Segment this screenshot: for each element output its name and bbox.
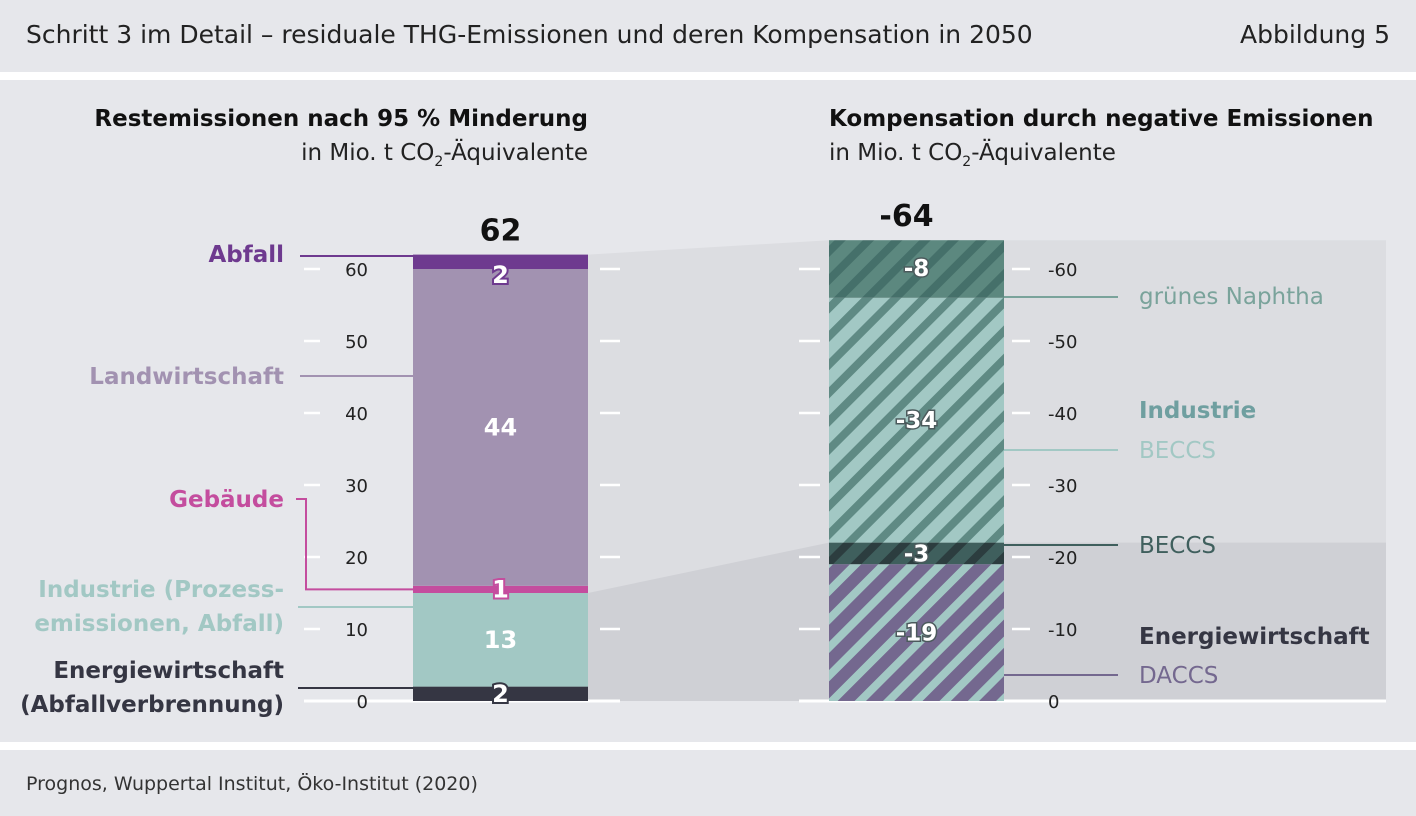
left-tick-label: 30 bbox=[345, 476, 368, 497]
right-chart-subtitle: in Mio. t CO2-Äquivalente bbox=[829, 138, 1116, 170]
category-label-landwirtschaft: Landwirtschaft bbox=[89, 364, 284, 390]
value-label-energie: 2 bbox=[492, 680, 509, 708]
category-label-energie: (Abfallverbrennung) bbox=[20, 692, 284, 718]
right-tick-label: -10 bbox=[1048, 620, 1077, 641]
left-tick-label: 40 bbox=[345, 404, 368, 425]
category-label-gebaeude: Gebäude bbox=[169, 487, 284, 513]
leader-line-gebaeude bbox=[296, 498, 413, 591]
category-label-energie: Energiewirtschaft bbox=[53, 658, 284, 684]
value-label-beccs_industrie_light: -34 bbox=[896, 408, 938, 434]
right-tick-label: -40 bbox=[1048, 404, 1077, 425]
figure-title: Schritt 3 im Detail – residuale THG-Emis… bbox=[26, 20, 1033, 49]
value-label-naphtha_dark: -8 bbox=[904, 256, 930, 282]
bar-segment-daccs bbox=[829, 564, 1004, 701]
left-chart-title: Restemissionen nach 95 % Minderung bbox=[94, 106, 588, 132]
right-tick-label: -20 bbox=[1048, 548, 1077, 569]
left-total-label: 62 bbox=[480, 214, 522, 249]
right-tick-label: -30 bbox=[1048, 476, 1077, 497]
bar-segment-naphtha_dark bbox=[829, 240, 1004, 298]
bar-segment-beccs_industrie_light bbox=[829, 297, 1004, 543]
source-note: Prognos, Wuppertal Institut, Öko-Institu… bbox=[26, 773, 478, 795]
right-total-label: -64 bbox=[879, 199, 933, 234]
right-tick-label: -50 bbox=[1048, 332, 1077, 353]
figure-number: Abbildung 5 bbox=[1239, 20, 1390, 49]
category-label-industrie_prozess: emissionen, Abfall) bbox=[34, 611, 284, 637]
value-label-abfall: 2 bbox=[492, 261, 509, 289]
category-label-abfall: Abfall bbox=[208, 242, 284, 268]
group-label-industrie: Industrie bbox=[1139, 398, 1256, 424]
bar-segment-industrie_prozess bbox=[413, 593, 588, 687]
connector-wedge-bottom bbox=[588, 542, 829, 701]
value-label-gebaeude: 1 bbox=[492, 575, 509, 603]
right-tick-label: -60 bbox=[1048, 260, 1077, 281]
series-label-naphtha_dark: grünes Naphtha bbox=[1139, 284, 1324, 310]
left-tick-label: 60 bbox=[345, 260, 368, 281]
left-chart-subtitle: in Mio. t CO2-Äquivalente bbox=[301, 138, 588, 170]
category-label-industrie_prozess: Industrie (Prozess- bbox=[38, 577, 284, 603]
series-label-beccs_industrie_light: BECCS bbox=[1139, 438, 1216, 464]
bar-segment-energie bbox=[413, 686, 588, 701]
series-label-beccs_energie_dark: BECCS bbox=[1139, 533, 1216, 559]
bar-segment-beccs_energie_dark bbox=[829, 542, 1004, 565]
right-tick-label: 0 bbox=[1048, 692, 1059, 713]
value-label-industrie_prozess: 13 bbox=[484, 626, 517, 654]
group-label-energie: Energiewirtschaft bbox=[1139, 624, 1370, 650]
value-label-beccs_energie_dark: -3 bbox=[904, 541, 930, 567]
left-tick-label: 20 bbox=[345, 548, 368, 569]
left-tick-label: 0 bbox=[357, 692, 368, 713]
value-label-daccs: -19 bbox=[896, 621, 938, 647]
left-tick-label: 10 bbox=[345, 620, 368, 641]
right-chart-title: Kompensation durch negative Emissionen bbox=[829, 106, 1374, 132]
footer-band bbox=[0, 750, 1416, 816]
header-band bbox=[0, 0, 1416, 72]
bar-segment-gebaeude bbox=[413, 585, 588, 593]
left-tick-label: 50 bbox=[345, 332, 368, 353]
bar-segment-abfall bbox=[413, 254, 588, 269]
value-label-landwirtschaft: 44 bbox=[484, 413, 517, 441]
bar-segment-landwirtschaft bbox=[413, 269, 588, 586]
series-label-daccs: DACCS bbox=[1139, 663, 1218, 689]
